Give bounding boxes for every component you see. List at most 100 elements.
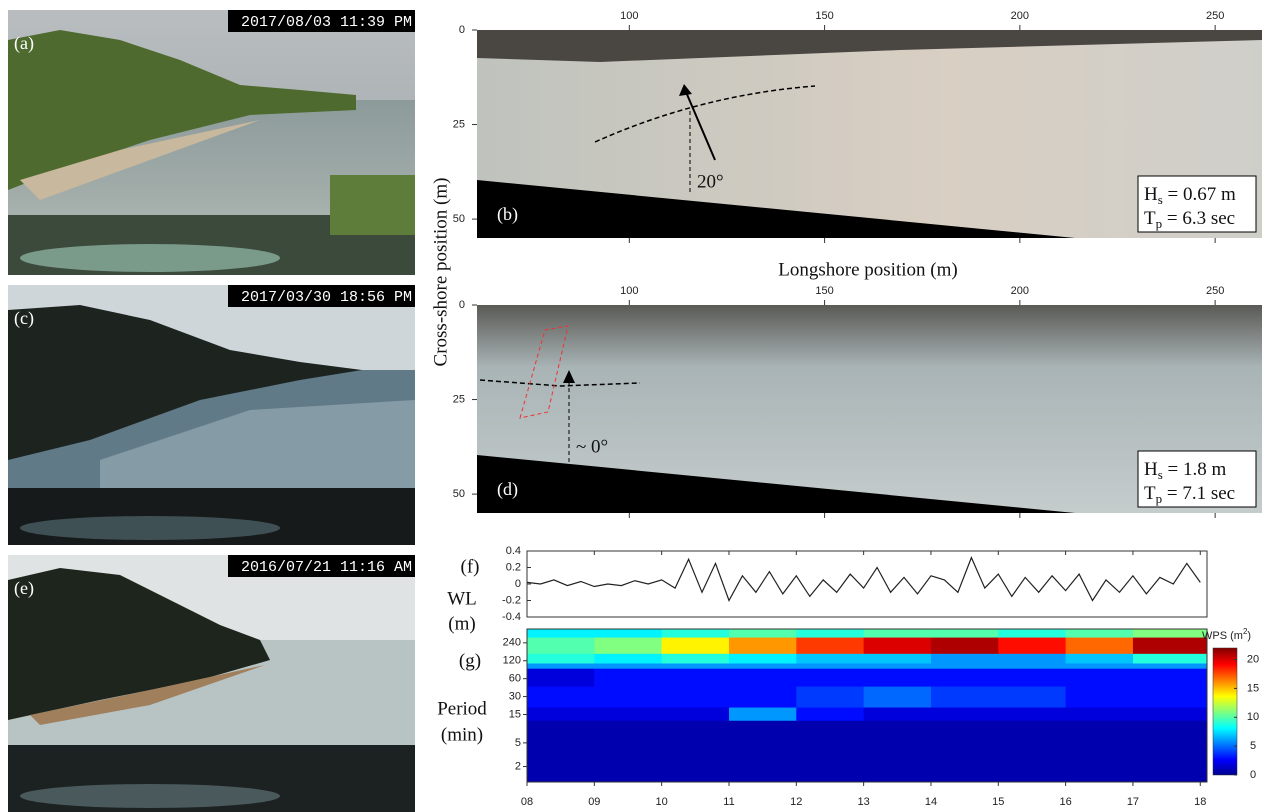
x-tick-label: 13	[858, 796, 870, 808]
x-tick-label: 08	[521, 796, 533, 808]
heat-cell	[1133, 668, 1208, 686]
heat-cell	[796, 629, 864, 638]
heat-cell	[1066, 629, 1134, 638]
heat-cell	[662, 663, 730, 669]
heat-cell	[796, 686, 864, 707]
heat-cell	[594, 653, 662, 663]
heat-cell	[1133, 637, 1208, 654]
heat-cell	[1133, 629, 1208, 638]
y-tick-label: 60	[509, 673, 521, 685]
heat-cell	[796, 653, 864, 663]
heat-cell	[729, 629, 797, 638]
heat-cell	[796, 637, 864, 654]
heat-cell	[931, 668, 999, 686]
x-tick-label: 250	[1206, 285, 1224, 297]
photo	[8, 285, 415, 545]
heat-cell	[1066, 637, 1134, 654]
x-tick-label: 100	[620, 10, 638, 22]
heat-cell	[662, 653, 730, 663]
heat-cell	[1133, 653, 1208, 663]
panel-label: (d)	[497, 479, 518, 500]
y-tick-label: 0	[459, 299, 465, 311]
x-tick-label: 250	[1206, 10, 1224, 22]
heat-cell	[931, 629, 999, 638]
heat-cell	[864, 663, 932, 669]
heat-cell	[729, 663, 797, 669]
y-tick-label: 15	[509, 708, 521, 720]
heat-cell	[594, 668, 662, 686]
heat-cell	[527, 668, 595, 686]
heat-cell	[931, 720, 999, 782]
heat-cell	[1133, 686, 1208, 707]
y-tick-label: 25	[453, 393, 465, 405]
heat-cell	[931, 653, 999, 663]
x-tick-label: 17	[1127, 796, 1139, 808]
x-tick-label: 150	[815, 10, 833, 22]
heat-cell	[796, 663, 864, 669]
heat-cell	[662, 629, 730, 638]
heat-cell	[662, 686, 730, 707]
heat-cell	[864, 707, 932, 721]
heat-cell	[527, 686, 595, 707]
heat-cell	[1066, 686, 1134, 707]
heat-cell	[729, 720, 797, 782]
heat-cell	[662, 707, 730, 721]
colorbar-tick-label: 5	[1250, 740, 1256, 752]
heat-cell	[594, 663, 662, 669]
heat-cell	[998, 720, 1066, 782]
x-axis-label: Longshore position (m)	[778, 259, 957, 280]
colorbar-label: WPS (m2)	[1202, 627, 1251, 642]
heat-cell	[662, 637, 730, 654]
x-tick-label: 16	[1059, 796, 1071, 808]
heat-cell	[1133, 720, 1208, 782]
y-axis-label: Period	[437, 698, 487, 719]
heat-cell	[998, 686, 1066, 707]
heat-cell	[594, 629, 662, 638]
heat-cell	[527, 653, 595, 663]
y-tick-label: 0	[459, 24, 465, 36]
wave-stat: Hs = 1.8 m	[1144, 459, 1227, 482]
annotation: ~ 0°	[576, 436, 608, 457]
colorbar-tick-label: 10	[1247, 711, 1259, 723]
y-tick-label: 5	[515, 737, 521, 749]
heat-cell	[594, 720, 662, 782]
x-tick-label: 18	[1194, 796, 1206, 808]
x-tick-label: 09	[588, 796, 600, 808]
heat-cell	[662, 720, 730, 782]
panel-label: (f)	[461, 556, 480, 577]
label-text: )	[1247, 630, 1251, 642]
heat-cell	[864, 653, 932, 663]
colorbar-tick-label: 0	[1250, 769, 1256, 781]
symbol: H	[1144, 459, 1158, 480]
heat-cell	[998, 668, 1066, 686]
y-tick-label: 0.4	[506, 545, 521, 557]
x-tick-label: 100	[620, 285, 638, 297]
x-tick-label: 14	[925, 796, 937, 808]
x-tick-label: 200	[1011, 10, 1029, 22]
heat-cell	[864, 668, 932, 686]
heat-cell	[1133, 707, 1208, 721]
timestamp: 2016/07/21 11:16 AM	[241, 559, 412, 576]
heat-cell	[931, 686, 999, 707]
photo	[8, 10, 415, 275]
panel-label: (a)	[14, 33, 34, 54]
photo	[8, 555, 415, 812]
timestamp: 2017/03/30 18:56 PM	[241, 289, 412, 306]
heat-cell	[527, 707, 595, 721]
x-tick-label: 15	[992, 796, 1004, 808]
y-tick-label: 240	[503, 637, 521, 649]
stat-text: = 6.3 sec	[1162, 208, 1235, 229]
heat-cell	[998, 663, 1066, 669]
y-tick-label: 30	[509, 690, 521, 702]
heat-cell	[998, 707, 1066, 721]
symbol: T	[1144, 483, 1156, 504]
timestamp: 2017/08/03 11:39 PM	[241, 14, 412, 31]
heat-cell	[1066, 653, 1134, 663]
y-tick-label: 120	[503, 655, 521, 667]
heat-cell	[864, 720, 932, 782]
heat-cell	[594, 707, 662, 721]
rectified-image	[477, 305, 1262, 513]
heat-cell	[998, 629, 1066, 638]
heat-cell	[998, 653, 1066, 663]
heat-cell	[594, 686, 662, 707]
